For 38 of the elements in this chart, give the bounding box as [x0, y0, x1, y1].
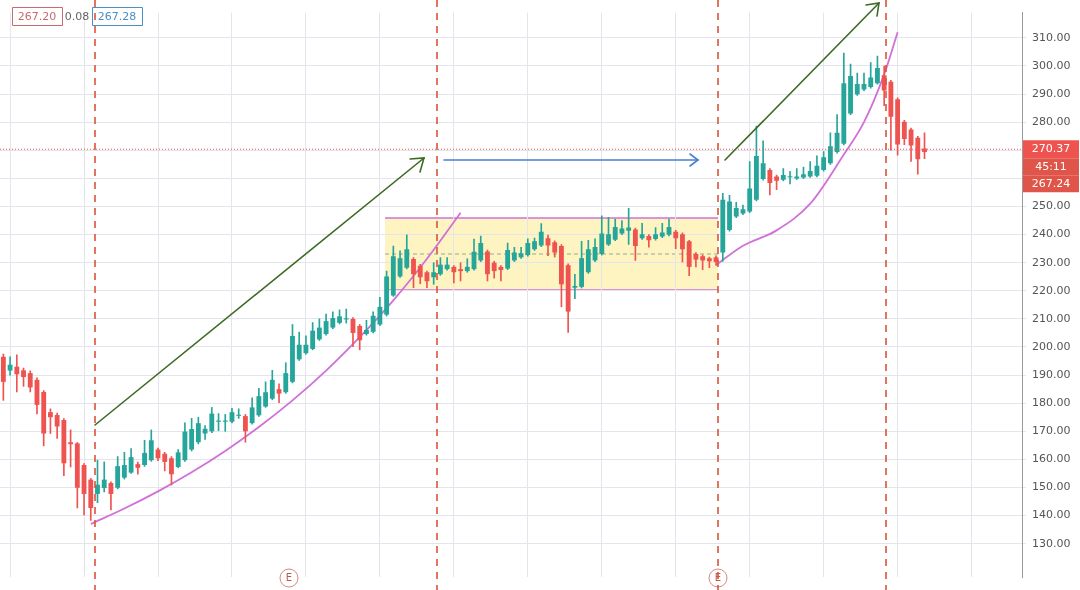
annotation: 267.28 [97, 9, 137, 23]
line-series [89, 211, 462, 525]
y-tick-label: 170.00 [1032, 424, 1071, 438]
y-tick-label: 220.00 [1032, 283, 1071, 297]
y-tick-label: 150.00 [1032, 480, 1071, 494]
candlestick [464, 258, 470, 273]
y-tick-label: 200.00 [1032, 339, 1071, 353]
candlestick [794, 168, 800, 180]
y-tick-label: 280.00 [1032, 115, 1071, 129]
annotation: 267.20 [17, 9, 57, 23]
y-tick-label: 240.00 [1032, 227, 1071, 241]
candlestick [431, 262, 437, 285]
candlestick [236, 408, 242, 419]
annotation: E [714, 571, 722, 583]
candlestick [222, 414, 228, 432]
candlestick [276, 383, 282, 403]
y-tick-label: 300.00 [1032, 58, 1071, 72]
y-tick-label: 290.00 [1032, 86, 1071, 100]
ref-line-label: 270.37 [1031, 142, 1071, 156]
y-tick-label: 250.00 [1032, 199, 1071, 213]
y-tick-label: 160.00 [1032, 452, 1071, 466]
y-tick-label: 140.00 [1032, 508, 1071, 522]
candlestick [646, 234, 652, 248]
annotation: 0.08 [64, 9, 90, 23]
candlestick [572, 273, 578, 299]
y-tick-label: 180.00 [1032, 396, 1071, 410]
candlestick [639, 223, 645, 240]
y-tick-label: 130.00 [1032, 536, 1071, 550]
candlestick [444, 257, 450, 271]
y-tick-label: 190.00 [1032, 367, 1071, 381]
text: 45:11 [1035, 160, 1067, 174]
y-tick-label: 230.00 [1032, 255, 1071, 269]
candlestick [14, 354, 20, 393]
y-tick-label: 310.00 [1032, 30, 1071, 44]
candlestick [343, 308, 349, 324]
y-tick-label: 210.00 [1032, 311, 1071, 325]
text: 267.24 [1031, 177, 1071, 191]
annotation: E [285, 571, 293, 583]
